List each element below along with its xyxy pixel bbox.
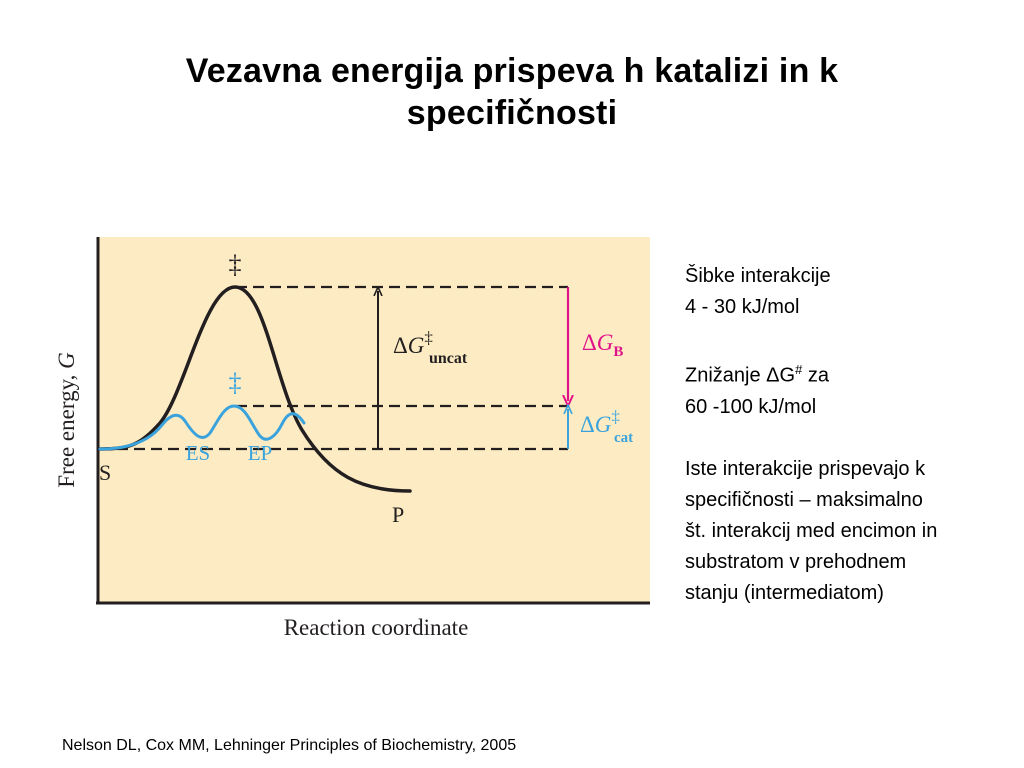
dg-binding-subscript: B: [613, 344, 623, 360]
notes-weak-interactions-range: 4 - 30 kJ/mol: [685, 296, 800, 318]
label-product: P: [392, 502, 404, 527]
catalyzed-curve: [98, 404, 306, 451]
label-es-complex: ES: [186, 441, 211, 465]
label-substrate: S: [99, 460, 111, 485]
notes-weak-interactions-title: Šibke interakcije: [685, 265, 831, 287]
notes-energy-reduction-title: Znižanje ΔG# za: [685, 354, 1015, 392]
plot-background: [97, 237, 650, 604]
notes-specificity-line-5: stanju (intermediatom): [685, 581, 884, 604]
dg-uncat-subscript: uncat: [429, 350, 468, 367]
y-axis-label-symbol: G: [54, 352, 79, 369]
y-axis-label-text: Free energy,: [54, 369, 79, 488]
slide-title-line-1: Vezavna energija prispeva h katalizi in …: [185, 52, 839, 90]
notes-specificity-line-2: specifičnosti – maksimalno: [685, 488, 923, 511]
dg-uncat-label: ΔG‡ uncat: [393, 328, 468, 367]
transition-state-uncat-symbol: ‡: [229, 250, 242, 279]
notes-energy-reduction-range: 60 -100 kJ/mol: [685, 395, 817, 418]
slide-title: Vezavna energija prispeva h katalizi in …: [0, 50, 1024, 134]
x-axis-label: Reaction coordinate: [284, 615, 469, 640]
dg-uncat-superscript: ‡: [424, 328, 433, 347]
dg-cat-subscript: cat: [614, 430, 633, 446]
notes-specificity-line-4: substratom v prehodnem: [685, 550, 907, 573]
notes-energy-reduction: Znižanje ΔG# za 60 -100 kJ/mol: [685, 354, 1015, 423]
dg-cat-label: ΔG‡ cat: [580, 407, 633, 446]
notes-panel: Šibke interakcije 4 - 30 kJ/mol Znižanje…: [685, 261, 1015, 609]
dg-cat-g: G: [595, 412, 612, 437]
notes-energy-reduction-post: za: [802, 364, 829, 387]
notes-specificity-line-1: Iste interakcije prispevajo k: [685, 457, 926, 480]
energy-diagram: Free energy, G Reaction coordinate ‡ ‡ S…: [40, 225, 660, 655]
notes-energy-reduction-sup: #: [795, 362, 803, 377]
notes-specificity: Iste interakcije prispevajo k specifično…: [685, 454, 1015, 609]
dg-binding-label: ΔGB: [582, 330, 623, 360]
y-axis-label: Free energy, G: [54, 352, 79, 488]
notes-specificity-line-3: št. interakcij med encimon in: [685, 519, 938, 542]
notes-weak-interactions: Šibke interakcije 4 - 30 kJ/mol: [685, 261, 1015, 323]
energy-diagram-svg: Free energy, G Reaction coordinate ‡ ‡ S…: [54, 237, 650, 640]
dg-uncat-delta: Δ: [393, 333, 408, 358]
notes-energy-reduction-pre: Znižanje ΔG: [685, 364, 796, 387]
slide-title-line-2: specifičnosti: [406, 94, 618, 132]
dg-binding-g: G: [597, 330, 614, 355]
dg-cat-delta: Δ: [580, 412, 595, 437]
dg-uncat-g: G: [408, 333, 425, 358]
citation: Nelson DL, Cox MM, Lehninger Principles …: [62, 737, 517, 754]
label-ep-complex: EP: [248, 441, 273, 465]
dg-binding-delta: Δ: [582, 330, 597, 355]
transition-state-cat-symbol: ‡: [229, 368, 242, 397]
uncatalyzed-curve: [98, 285, 412, 493]
dg-cat-superscript: ‡: [611, 407, 620, 426]
